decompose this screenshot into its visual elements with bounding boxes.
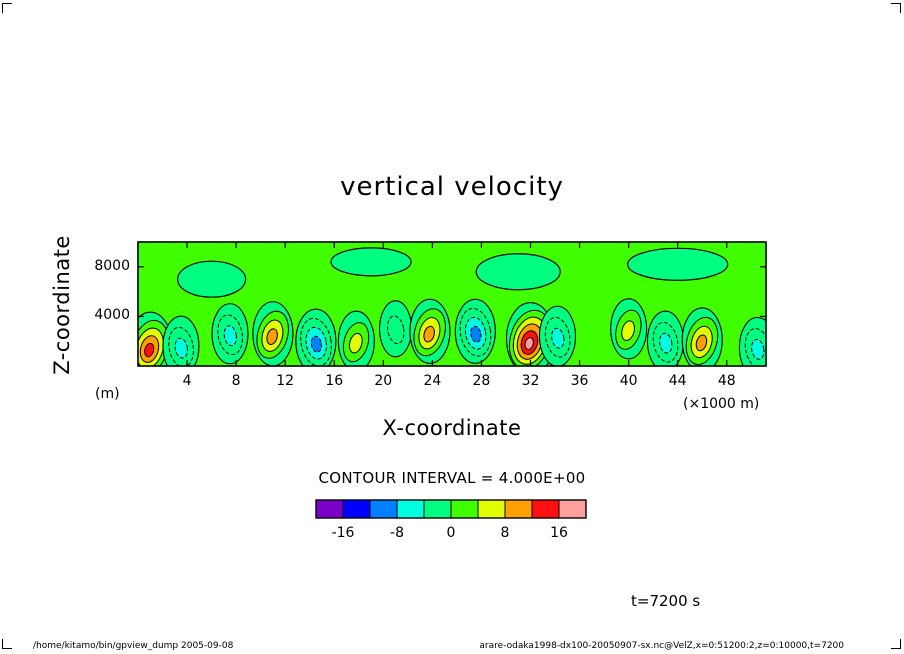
colorbar-swatch xyxy=(423,499,452,519)
colorbar-swatch xyxy=(531,499,560,519)
y-tick-label: 4000 xyxy=(94,307,130,324)
x-tick-label: 8 xyxy=(231,373,241,389)
contour-cell xyxy=(295,308,337,366)
y-tick-label: 8000 xyxy=(94,257,130,274)
contour-cell xyxy=(337,310,375,366)
contour-band xyxy=(223,325,237,347)
frame-corner-top-left xyxy=(2,3,12,13)
colorbar-frame xyxy=(315,499,587,519)
footer-right: arare-odaka1998-dx100-20050907-sx.nc@Vel… xyxy=(479,641,844,651)
x-tick-label: 28 xyxy=(472,373,491,389)
x-tick-label: 24 xyxy=(423,373,442,389)
footer-left: /home/kitamo/bin/gpview_dump 2005-09-08 xyxy=(33,641,234,651)
colorbar-swatch xyxy=(369,499,398,519)
plot-frame xyxy=(137,241,767,367)
contour-cell xyxy=(681,307,723,366)
frame-corner-top-right xyxy=(891,3,901,13)
x-tick-label: 20 xyxy=(374,373,393,389)
contour-layer xyxy=(138,247,766,366)
chart-title: vertical velocity xyxy=(340,172,564,202)
contour-band xyxy=(310,335,322,353)
axis-ticks xyxy=(138,242,766,366)
contour-interval-label: CONTOUR INTERVAL = 4.000E+00 xyxy=(318,469,586,487)
contour-cell xyxy=(738,316,766,366)
frame-corner-bottom-left xyxy=(2,639,12,649)
contour-band xyxy=(659,332,673,354)
colorbar-swatch xyxy=(450,499,479,519)
contour-band xyxy=(387,315,405,345)
contour-cell xyxy=(252,301,294,366)
contour-band xyxy=(348,332,363,354)
x-tick-label: 16 xyxy=(325,373,344,389)
contour-band xyxy=(524,337,534,350)
x-tick-label: 4 xyxy=(182,373,192,389)
contour-cell xyxy=(454,298,496,364)
colorbar-swatch xyxy=(477,499,506,519)
colorbar xyxy=(315,499,587,519)
contour-band xyxy=(621,320,635,342)
contour-band xyxy=(423,325,435,343)
contour-cell xyxy=(538,305,577,366)
x-tick-label: 36 xyxy=(570,373,589,389)
x-axis-units: (×1000 m) xyxy=(683,396,760,412)
y-axis-units: (m) xyxy=(95,386,120,402)
contour-cell xyxy=(646,310,684,366)
x-axis-label: X-coordinate xyxy=(0,416,904,440)
contour-band-upper xyxy=(627,247,729,281)
colorbar-swatch xyxy=(315,499,344,519)
x-tick-label: 40 xyxy=(619,373,638,389)
colorbar-tick-label: 8 xyxy=(500,525,510,541)
contour-cell xyxy=(138,311,173,366)
contour-band xyxy=(751,338,765,360)
contour-band xyxy=(174,337,188,359)
x-axis-label-text: X-coordinate xyxy=(382,416,522,440)
colorbar-swatch xyxy=(396,499,425,519)
colorbar-tick-label: -8 xyxy=(390,525,404,541)
colorbar-tick-label: 16 xyxy=(550,525,568,541)
contour-band xyxy=(695,334,708,352)
contour-band xyxy=(551,327,565,349)
contour-band-upper xyxy=(176,260,247,298)
contour-cell xyxy=(162,315,200,366)
time-annotation: t=7200 s xyxy=(631,592,701,610)
contour-band xyxy=(470,325,482,343)
colorbar-swatch xyxy=(342,499,371,519)
colorbar-swatch xyxy=(504,499,533,519)
contour-cell xyxy=(409,298,451,364)
x-tick-label: 12 xyxy=(276,373,295,389)
colorbar-tick-label: -16 xyxy=(331,525,355,541)
contour-band-upper xyxy=(475,253,561,291)
colorbar-swatch xyxy=(558,499,587,519)
contour-band xyxy=(144,342,155,358)
contour-cell xyxy=(379,300,413,358)
frame-corner-bottom-right xyxy=(891,639,901,649)
contour-band xyxy=(266,328,278,345)
contour-cell xyxy=(610,298,648,360)
x-tick-label: 32 xyxy=(521,373,540,389)
x-tick-label: 44 xyxy=(668,373,687,389)
contour-cell xyxy=(211,303,249,365)
x-tick-label: 48 xyxy=(717,373,736,389)
contour-band-upper xyxy=(330,247,412,277)
colorbar-tick-label: 0 xyxy=(446,525,456,541)
